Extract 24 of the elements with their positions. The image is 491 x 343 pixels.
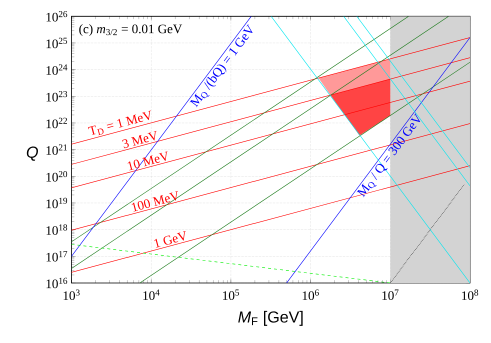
y-tick-label: 10$^{23}$ xyxy=(46,91,68,102)
y-tick-label: 10$^{24}$ xyxy=(46,64,68,75)
y-tick-label: 10$^{20}$ xyxy=(46,171,68,182)
x-tick-label: 10$^{7}$ xyxy=(382,290,399,300)
text: 100 MeV xyxy=(132,190,178,212)
y-tick-label: 10$^{26}$ xyxy=(46,11,68,22)
x-tick-label: 10$^{5}$ xyxy=(223,290,240,300)
y-tick-label: 10$^{17}$ xyxy=(46,251,68,262)
annotation: (c) m$_{3/2}$ = 0.01 GeV xyxy=(79,24,182,36)
x-tick-label: 10$^{8}$ xyxy=(462,290,478,300)
x-tick-label: 10$^{6}$ xyxy=(302,290,319,300)
y-tick-label: 10$^{16}$ xyxy=(46,278,68,288)
x-tick-label: 10$^{4}$ xyxy=(143,290,160,300)
y-tick-label: 10$^{21}$ xyxy=(46,144,67,155)
x-tick-label: 10$^{3}$ xyxy=(64,290,80,300)
text: 3 MeV xyxy=(122,130,156,148)
y-tick-label: 10$^{25}$ xyxy=(46,38,68,48)
text: 1 GeV xyxy=(154,231,186,248)
y-axis-title: Q xyxy=(26,146,38,161)
text: 10 MeV xyxy=(128,151,168,170)
x-axis-title: M$_{F}$ [GeV] xyxy=(238,310,303,326)
y-tick-label: 10$^{22}$ xyxy=(46,118,67,128)
y-tick-label: 10$^{19}$ xyxy=(46,198,68,208)
y-tick-label: 10$^{18}$ xyxy=(46,224,68,235)
